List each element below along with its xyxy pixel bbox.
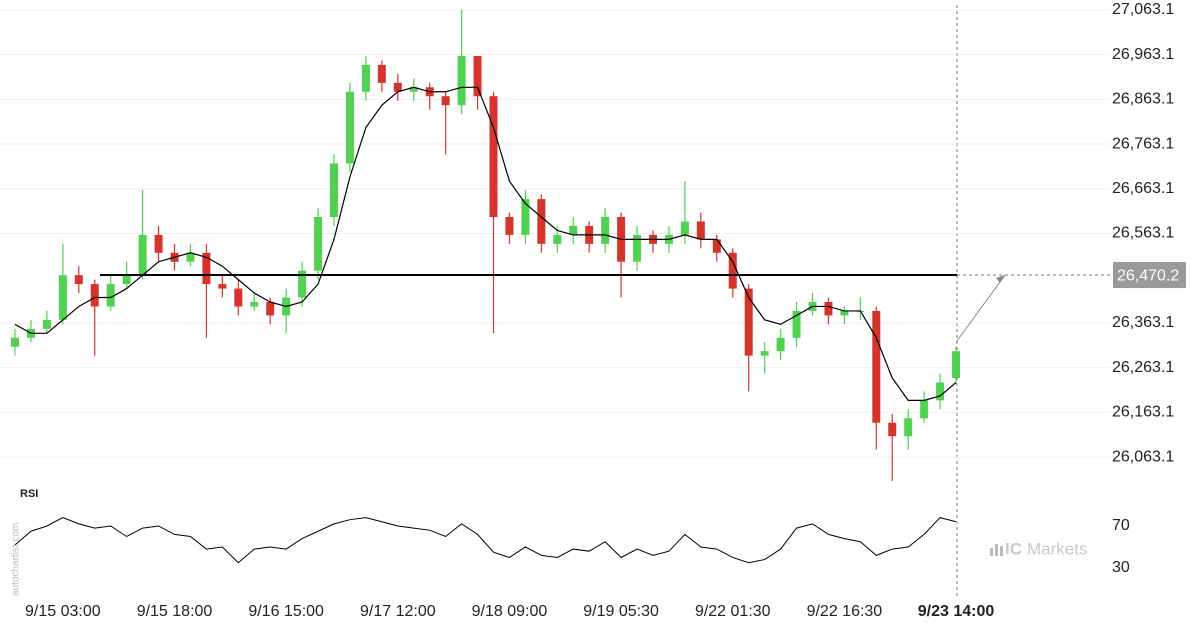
candle-body [840,310,849,316]
candle-body [441,96,450,106]
candle-body [920,400,929,419]
x-tick-label: 9/18 09:00 [472,603,548,620]
candle-body [298,270,307,298]
y-tick-label: 26,263.1 [1112,359,1174,376]
candle-body [792,310,801,338]
candle-body [760,351,769,356]
candle-body [888,422,897,437]
candle-body [824,301,833,316]
candle-body [58,275,67,320]
candle-body [186,252,195,262]
candle-body [521,199,530,235]
candle-body [106,284,115,307]
x-tick-label: 9/22 01:30 [695,603,771,620]
candle-body [744,288,753,356]
candle-body [936,382,945,401]
candle-body [90,284,99,307]
candle-body [361,64,370,92]
candle-body [489,96,498,218]
logo-brand: IC [1005,539,1022,558]
candle-body [601,217,610,244]
candle-body [904,418,913,437]
x-tick-label: 9/17 12:00 [360,603,436,620]
candle-body [154,234,163,253]
y-tick-label: 26,963.1 [1112,46,1174,63]
rsi-label: RSI [20,488,38,500]
candle-body [505,217,514,235]
arrow-head [996,275,1005,284]
logo-name: Markets [1027,539,1087,558]
forecast-arrow [955,274,1006,343]
candle-body [250,301,259,307]
candle-body [696,221,705,240]
candle-body [345,91,354,164]
y-tick-label: 26,663.1 [1112,180,1174,197]
candle-body [553,234,562,244]
watermark: autochartist.com [11,523,22,596]
candle-body [537,199,546,244]
y-tick-label: 27,063.1 [1112,1,1174,18]
candle-body [633,234,642,262]
y-tick-label: 26,863.1 [1112,91,1174,108]
candle-body [952,351,961,379]
x-tick-label: 9/22 16:30 [807,603,883,620]
candle-body [680,221,689,235]
candle-body [218,284,227,289]
logo: IC Markets [990,539,1087,558]
y-tick-label: 26,063.1 [1112,448,1174,465]
y-tick-label: 26,763.1 [1112,135,1174,152]
candle-body [409,87,418,92]
candle-body [473,55,482,97]
candle-body [457,55,466,106]
rsi-line [14,517,957,564]
candle-body [393,82,402,92]
y-tick-label: 30 [1112,559,1130,576]
candle-body [776,337,785,352]
candle-body [266,301,275,316]
candle-body [122,275,131,285]
y-tick-label: 26,363.1 [1112,314,1174,331]
price-label-box [1113,262,1186,289]
candle-body [314,217,323,271]
x-tick-label: 9/19 05:30 [583,603,659,620]
candle-body [42,319,51,329]
x-tick-label: 9/23 14:00 [918,603,995,620]
candle-body [569,225,578,235]
x-tick-label: 9/16 15:00 [248,603,324,620]
candle-body [11,337,19,347]
y-tick-label: 26,563.1 [1112,225,1174,242]
candle-body [377,64,386,83]
y-tick-label: 70 [1112,517,1130,534]
candle-body [234,288,243,307]
candle-body [872,310,881,423]
candle-body [202,252,211,285]
moving-average [14,86,957,401]
candle-body [74,275,83,285]
y-tick-label: 26,163.1 [1112,404,1174,421]
candle-body [138,234,147,276]
x-tick-label: 9/15 03:00 [25,603,101,620]
price-label: 26,470.2 [1117,267,1179,284]
candle-body [330,163,338,218]
candle-body [728,252,737,289]
x-tick-label: 9/15 18:00 [137,603,213,620]
candle-body [712,239,721,253]
